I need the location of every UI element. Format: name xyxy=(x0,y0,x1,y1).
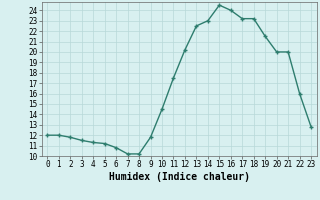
X-axis label: Humidex (Indice chaleur): Humidex (Indice chaleur) xyxy=(109,172,250,182)
